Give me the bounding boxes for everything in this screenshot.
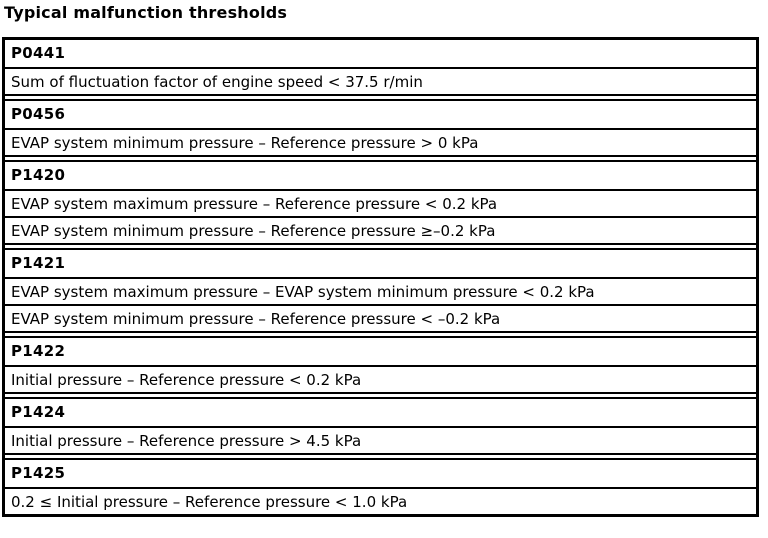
threshold-row: Initial pressure – Reference pressure > … <box>5 426 756 453</box>
threshold-row: Sum of fluctuation factor of engine spee… <box>5 67 756 94</box>
threshold-row: EVAP system minimum pressure – Reference… <box>5 216 756 243</box>
dtc-code-row: P1421 <box>5 250 756 277</box>
page-title: Typical malfunction thresholds <box>4 3 288 22</box>
threshold-row: 0.2 ≤ Initial pressure – Reference press… <box>5 487 756 514</box>
dtc-code-row: P1420 <box>5 162 756 189</box>
threshold-row: Initial pressure – Reference pressure < … <box>5 365 756 392</box>
dtc-section: P1421 EVAP system maximum pressure – EVAP… <box>5 248 756 333</box>
dtc-section: P1422 Initial pressure – Reference pressu… <box>5 336 756 394</box>
dtc-section: P0456 EVAP system minimum pressure – Refe… <box>5 99 756 157</box>
dtc-section: P0441 Sum of fluctuation factor of engine… <box>5 40 756 96</box>
threshold-row: EVAP system maximum pressure – EVAP syst… <box>5 277 756 304</box>
dtc-code-row: P1422 <box>5 338 756 365</box>
dtc-code-row: P1425 <box>5 460 756 487</box>
dtc-section: P1420 EVAP system maximum pressure – Refe… <box>5 160 756 245</box>
dtc-code-row: P0456 <box>5 101 756 128</box>
dtc-section: P1424 Initial pressure – Reference pressu… <box>5 397 756 455</box>
malfunction-thresholds-table: P0441 Sum of fluctuation factor of engine… <box>2 37 759 517</box>
dtc-code-row: P1424 <box>5 399 756 426</box>
threshold-row: EVAP system maximum pressure – Reference… <box>5 189 756 216</box>
dtc-code-row: P0441 <box>5 40 756 67</box>
threshold-row: EVAP system minimum pressure – Reference… <box>5 128 756 155</box>
dtc-section: P1425 0.2 ≤ Initial pressure – Reference … <box>5 458 756 514</box>
threshold-row: EVAP system minimum pressure – Reference… <box>5 304 756 331</box>
